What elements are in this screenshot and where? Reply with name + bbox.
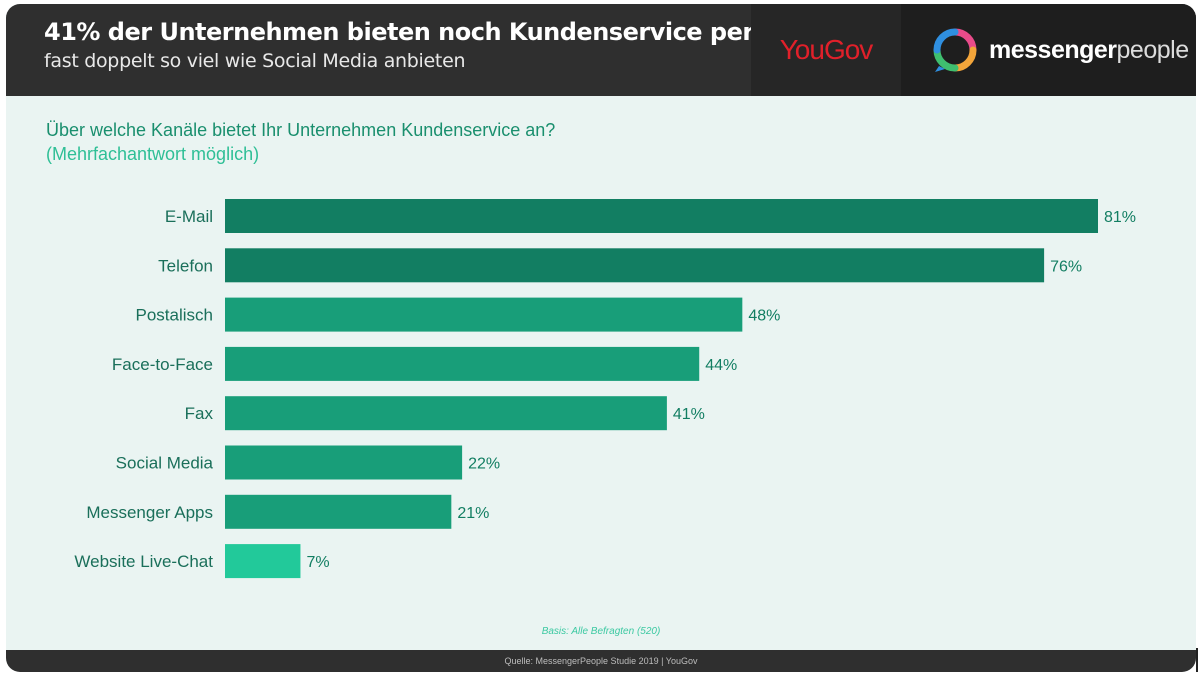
- basis-note: Basis: Alle Befragten (520): [541, 626, 661, 637]
- category-label-face-to-face: Face-to-Face: [112, 355, 213, 374]
- messengerpeople-wordmark: messengerpeople: [989, 36, 1189, 65]
- bar-e-mail: [225, 199, 1098, 233]
- bar-telefon: [225, 248, 1045, 283]
- value-label-face-to-face: 44%: [705, 357, 737, 374]
- source-footer: Quelle: MessengerPeople Studie 2019 | Yo…: [6, 650, 1196, 672]
- bar-fax: [225, 396, 667, 431]
- bar-face-to-face: [225, 346, 700, 381]
- value-label-messenger-apps: 21%: [457, 505, 489, 522]
- category-label-postalisch: Postalisch: [136, 306, 213, 325]
- category-label-social-media: Social Media: [116, 454, 214, 473]
- category-label-e-mail: E-Mail: [165, 207, 213, 226]
- question-text: Über welche Kanäle bietet Ihr Unternehme…: [46, 120, 556, 140]
- category-label-telefon: Telefon: [158, 256, 213, 275]
- question-note: (Mehrfachantwort möglich): [46, 144, 260, 164]
- category-label-messenger-apps: Messenger Apps: [86, 503, 213, 522]
- survey-question: Über welche Kanäle bietet Ihr Unternehme…: [46, 118, 555, 166]
- subheadline: fast doppelt so viel wie Social Media an…: [44, 50, 466, 72]
- headline: 41% der Unternehmen bieten noch Kundense…: [44, 18, 807, 46]
- messengerpeople-wordmark-bold: messenger: [989, 35, 1117, 64]
- bar-messenger-apps: [225, 494, 452, 529]
- category-label-website-live-chat: Website Live-Chat: [74, 552, 213, 571]
- edge-mark: [1196, 648, 1198, 672]
- value-label-e-mail: 81%: [1104, 209, 1136, 226]
- yougov-logo: YouGov: [751, 4, 901, 96]
- yougov-logo-text: YouGov: [779, 34, 874, 65]
- bar-postalisch: [225, 297, 743, 332]
- messengerpeople-logo: messengerpeople: [901, 4, 1196, 96]
- bar-social-media: [225, 445, 463, 480]
- messengerpeople-wordmark-light: people: [1116, 35, 1190, 64]
- infographic-card: 41% der Unternehmen bieten noch Kundense…: [6, 4, 1196, 672]
- value-label-fax: 41%: [673, 406, 705, 423]
- value-label-social-media: 22%: [468, 456, 500, 473]
- header-title-block: 41% der Unternehmen bieten noch Kundense…: [44, 16, 807, 74]
- bar-chart: E-Mail 81% Telefon 76% Postalisch 48% Face-to-…: [74, 199, 1136, 579]
- value-label-telefon: 76%: [1050, 258, 1082, 275]
- value-label-website-live-chat: 7%: [306, 554, 329, 571]
- header-banner: 41% der Unternehmen bieten noch Kundense…: [6, 4, 1196, 96]
- value-label-postalisch: 48%: [748, 308, 780, 325]
- messengerpeople-ring-icon: [933, 28, 977, 72]
- category-label-fax: Fax: [185, 404, 214, 423]
- bar-website-live-chat: [225, 544, 301, 579]
